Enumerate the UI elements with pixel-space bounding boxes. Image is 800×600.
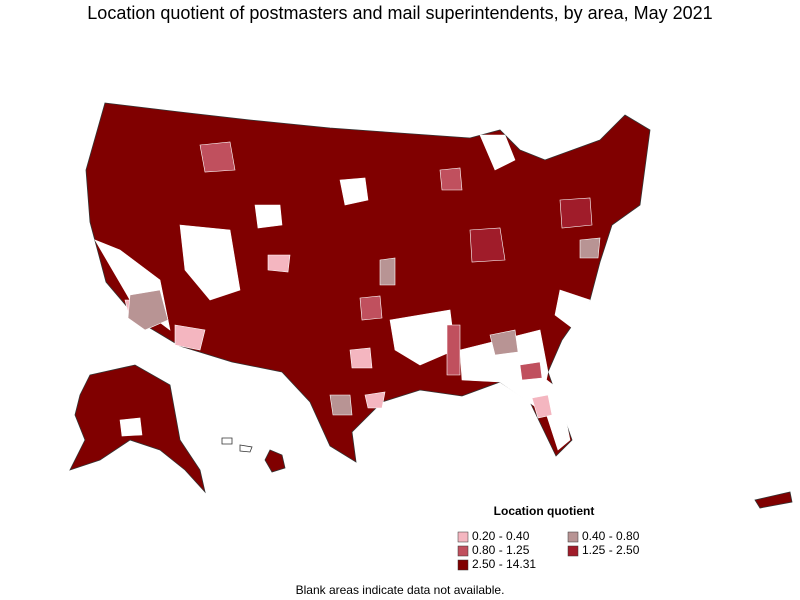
legend-label: 2.50 - 14.31 <box>472 557 536 571</box>
area <box>446 324 461 376</box>
blank-area <box>554 289 591 331</box>
hawaii <box>264 449 286 473</box>
area <box>127 289 169 331</box>
area <box>379 257 396 286</box>
legend: 0.20 - 0.40 0.40 - 0.80 0.80 - 1.25 1.25 - … <box>457 529 640 571</box>
area <box>349 347 373 369</box>
hawaii-island <box>221 437 233 445</box>
legend-swatch <box>457 531 469 543</box>
legend-label: 1.25 - 2.50 <box>582 543 640 557</box>
area <box>519 361 543 381</box>
hawaii-island <box>239 444 253 453</box>
area <box>579 237 601 259</box>
area <box>469 227 506 263</box>
area <box>559 197 593 229</box>
area <box>489 329 519 356</box>
legend-swatch <box>457 559 469 571</box>
blank-area <box>179 224 241 301</box>
legend-swatch <box>567 545 579 557</box>
blank-area <box>254 204 283 229</box>
area <box>439 167 463 191</box>
blank-area <box>119 417 143 437</box>
area <box>359 295 383 321</box>
legend-swatch <box>567 531 579 543</box>
map-title: Location quotient of postmasters and mai… <box>87 3 712 23</box>
area <box>174 324 206 351</box>
area <box>267 254 291 273</box>
legend-swatch <box>457 545 469 557</box>
blank-area <box>479 134 516 171</box>
legend-label: 0.80 - 1.25 <box>472 543 530 557</box>
area <box>531 394 553 419</box>
footnote: Blank areas indicate data not available. <box>296 583 505 597</box>
legend-label: 0.20 - 0.40 <box>472 529 530 543</box>
area <box>329 394 353 416</box>
blank-area <box>339 177 369 206</box>
puerto-rico <box>754 491 793 509</box>
area <box>364 391 386 409</box>
area <box>199 141 236 173</box>
legend-label: 0.40 - 0.80 <box>582 529 640 543</box>
blank-area <box>389 309 456 366</box>
legend-title: Location quotient <box>494 504 595 518</box>
map <box>69 102 793 509</box>
